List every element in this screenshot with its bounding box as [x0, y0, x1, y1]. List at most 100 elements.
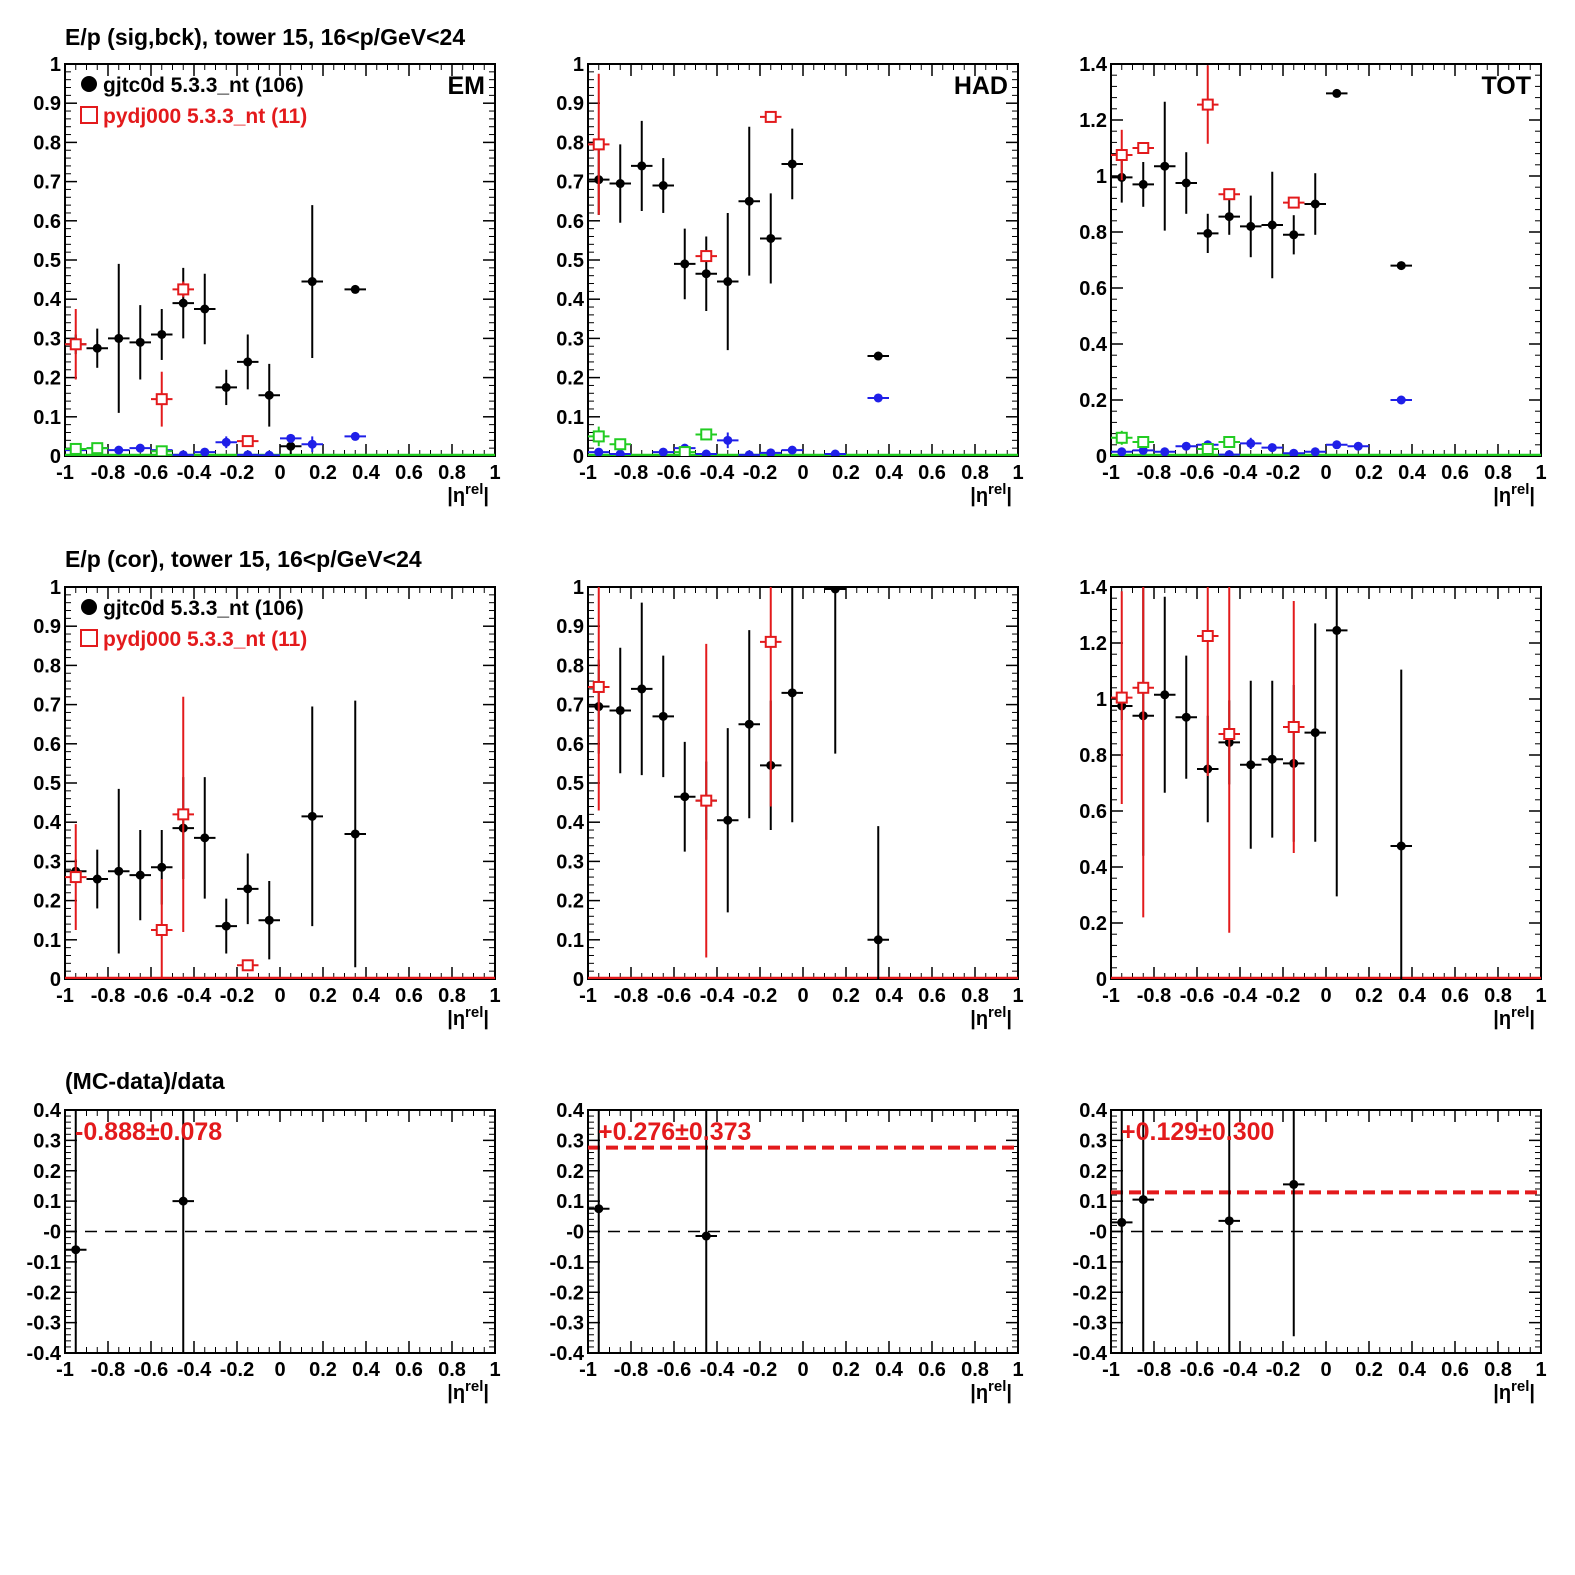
y-tick-label: 0.2: [33, 1161, 61, 1183]
y-tick-label: 1: [573, 577, 584, 599]
x-tick-label: 0.2: [832, 1359, 860, 1381]
y-tick-label: 0.9: [33, 93, 61, 115]
y-tick-label: 0.7: [33, 172, 61, 194]
x-tick-label: -0.8: [614, 1359, 648, 1381]
data-point-marker: [1396, 395, 1406, 405]
y-tick-label: -0.4: [1073, 1343, 1108, 1365]
mc-point-marker: [177, 808, 190, 821]
data-point-marker: [264, 390, 274, 400]
data-point-marker: [1332, 440, 1342, 450]
data-point-marker: [744, 719, 754, 729]
panel-2-1: -1 -0.8 -0.6 -0.4 -0.2 0 0.2 0.4 0.6 0.8 1 -0.4 -0.3…: [550, 1100, 1024, 1404]
x-tick-label: 1: [489, 985, 500, 1007]
y-tick-label: -0.3: [1073, 1313, 1107, 1335]
data-point-marker: [350, 284, 360, 294]
data-point-marker: [135, 443, 145, 453]
data-point-marker: [1310, 199, 1320, 209]
x-axis-label-base: |η: [447, 1008, 465, 1030]
mc-point-marker: [155, 445, 168, 456]
x-tick-label: 0.2: [309, 985, 337, 1007]
x-axis-label-superscript: rel: [465, 1378, 483, 1395]
y-tick-label: 0.6: [1079, 278, 1107, 300]
y-tick-label: 0.1: [556, 407, 584, 429]
fit-result-label: +0.129±0.300: [1121, 1118, 1274, 1146]
data-point-marker: [221, 382, 231, 392]
plot-frame: [587, 63, 1019, 457]
x-tick-label: 0: [274, 985, 285, 1007]
data-point-marker: [1181, 712, 1191, 722]
y-tick-label: -0.2: [27, 1282, 61, 1304]
y-tick-label: 0.8: [1079, 222, 1107, 244]
mc-point-marker: [1115, 431, 1128, 444]
y-tick-label: 0.5: [556, 250, 584, 272]
mc-point-marker: [69, 871, 82, 884]
y-tick-label: 0: [573, 969, 584, 991]
x-axis-label-superscript: rel: [988, 1004, 1006, 1021]
mc-point-marker: [700, 794, 713, 807]
x-tick-label: 0.6: [918, 1359, 946, 1381]
y-tick-label: 0.2: [1079, 390, 1107, 412]
x-tick-label: 0: [797, 1359, 808, 1381]
x-tick-label: -0.6: [1180, 462, 1214, 484]
data-point-marker: [92, 343, 102, 353]
x-tick-label: 1: [1535, 462, 1546, 484]
x-axis-label-superscript: rel: [988, 481, 1006, 498]
x-axis-label-superscript: rel: [1511, 481, 1529, 498]
x-tick-label: -0.2: [220, 462, 254, 484]
mc-point-marker: [592, 680, 605, 693]
data-point-marker: [221, 437, 231, 447]
y-tick-label: 0.5: [33, 773, 61, 795]
panel-1-1: -1 -0.8 -0.6 -0.4 -0.2 0 0.2 0.4 0.6 0.8 1 0 0.1 0.2 0…: [556, 577, 1023, 1030]
y-tick-label: 1.2: [1079, 633, 1107, 655]
legend-mc-marker: [80, 106, 98, 124]
data-point-marker: [637, 684, 647, 694]
data-point-marker: [1289, 230, 1299, 240]
data-point-marker: [1332, 88, 1342, 98]
y-tick-label: 0.7: [33, 695, 61, 717]
y-tick-label: -0.2: [550, 1282, 584, 1304]
x-tick-label: 1: [489, 462, 500, 484]
legend-data-marker: [81, 76, 97, 92]
data-point-marker: [264, 915, 274, 925]
plot-area: [588, 1110, 1018, 1353]
x-tick-label: -0.2: [220, 1359, 254, 1381]
data-point-marker: [200, 304, 210, 314]
x-tick-label: 1: [1012, 462, 1023, 484]
x-tick-label: 0: [797, 462, 808, 484]
plot-area: [65, 696, 495, 979]
x-tick-label: 0.8: [438, 462, 466, 484]
y-tick-label: 0.6: [556, 211, 584, 233]
x-tick-label: 0.8: [961, 462, 989, 484]
mc-point-marker: [1201, 630, 1214, 642]
x-axis-label-close: |: [1006, 1382, 1012, 1404]
x-tick-label: -0.2: [743, 1359, 777, 1381]
x-tick-label: 1: [1012, 1359, 1023, 1381]
data-point-marker: [680, 792, 690, 802]
x-axis-label-base: |η: [1493, 1382, 1511, 1404]
mc-point-marker: [1137, 436, 1150, 448]
panel-0-2: -1 -0.8 -0.6 -0.4 -0.2 0 0.2 0.4 0.6 0.8 1 0 0.2 0.4 0…: [1079, 54, 1546, 507]
data-point-marker: [350, 829, 360, 839]
x-tick-label: 0.8: [961, 985, 989, 1007]
x-axis-label-base: |η: [970, 1008, 988, 1030]
x-tick-label: 0: [274, 1359, 285, 1381]
data-point-marker: [178, 450, 188, 456]
x-axis-label: |ηrel|: [447, 481, 489, 507]
x-tick-label: 1: [1535, 985, 1546, 1007]
data-point-marker: [1332, 625, 1342, 635]
x-tick-label: 0.6: [1441, 985, 1469, 1007]
x-tick-label: 0.2: [309, 462, 337, 484]
data-point-marker: [243, 884, 253, 894]
panel-1-2: -1 -0.8 -0.6 -0.4 -0.2 0 0.2 0.4 0.6 0.8 1 0 0.2 0.4 0…: [1079, 577, 1546, 1030]
y-tick-label: -0.4: [27, 1343, 62, 1365]
x-axis-label: |ηrel|: [1493, 1004, 1535, 1030]
data-point-marker: [92, 874, 102, 884]
data-point-marker: [1138, 179, 1148, 189]
y-tick-label: 0.4: [1079, 334, 1108, 356]
x-tick-label: 0.2: [1355, 985, 1383, 1007]
data-point-marker: [114, 866, 124, 876]
y-tick-label: -0: [1089, 1222, 1107, 1244]
x-tick-label: 0.4: [352, 462, 381, 484]
data-point-marker: [114, 333, 124, 343]
